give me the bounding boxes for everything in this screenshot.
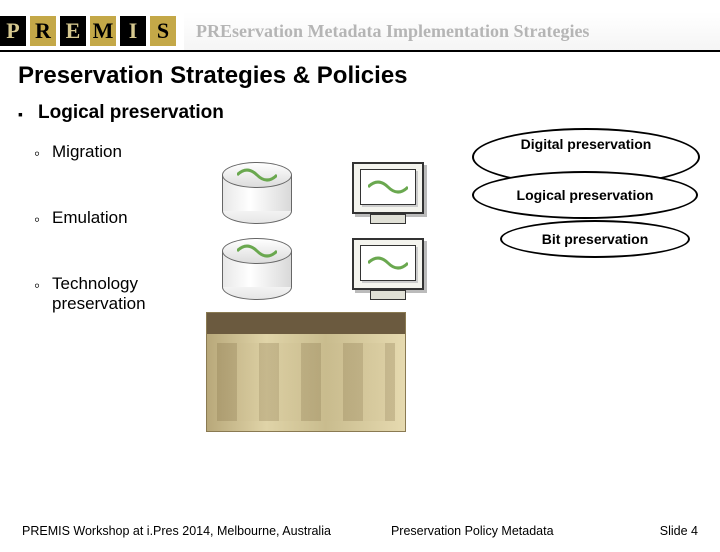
ellipse-logical-preservation: Logical preservation <box>472 171 698 219</box>
premis-logo: P R E M I S <box>0 12 184 50</box>
logo-letter-s: S <box>150 16 176 46</box>
bullet-logical-preservation: Logical preservation <box>38 102 720 124</box>
header-bar: P R E M I S PREservation Metadata Implem… <box>0 12 720 52</box>
preservation-ellipse-diagram: Digital preservation Logical preservatio… <box>472 128 702 298</box>
logo-letter-r: R <box>30 16 56 46</box>
monitor-icon <box>352 162 424 224</box>
logo-letter-e: E <box>60 16 86 46</box>
old-computers-photo <box>206 312 406 432</box>
footer-left: PREMIS Workshop at i.Pres 2014, Melbourn… <box>22 524 331 538</box>
header-subtitle: PREservation Metadata Implementation Str… <box>184 12 720 50</box>
disk-icon <box>222 162 292 224</box>
logo-letter-m: M <box>90 16 116 46</box>
icon-row-migration <box>222 162 424 224</box>
tech-pres-line1: Technology <box>52 274 138 293</box>
footer-mid: Preservation Policy Metadata <box>391 524 554 538</box>
slide-title: Preservation Strategies & Policies <box>18 62 720 90</box>
slide-footer: PREMIS Workshop at i.Pres 2014, Melbourn… <box>0 524 720 538</box>
ellipse-bit-preservation: Bit preservation <box>500 220 690 258</box>
tech-pres-line2: preservation <box>52 294 146 313</box>
monitor-icon <box>352 238 424 300</box>
logo-letter-p: P <box>0 16 26 46</box>
icon-row-emulation <box>222 238 424 300</box>
footer-right: Slide 4 <box>660 524 698 538</box>
disk-icon <box>222 238 292 300</box>
logo-letter-i: I <box>120 16 146 46</box>
